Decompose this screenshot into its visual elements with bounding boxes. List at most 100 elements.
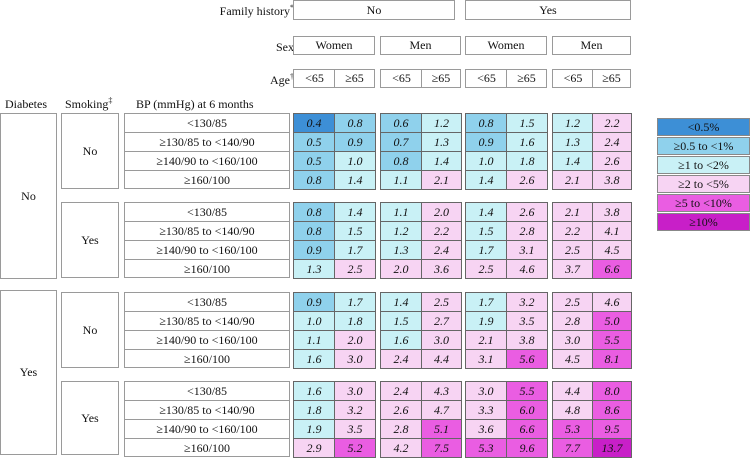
age-header-under-65: <65 (305, 71, 324, 85)
heatmap-cell: 0.8 (293, 202, 335, 222)
age-header-under-65: <65 (477, 71, 496, 85)
legend-item: ≥5 to <10% (657, 194, 750, 212)
heatmap-cell: 1.4 (334, 202, 376, 222)
heatmap-cell: 3.2 (506, 292, 548, 312)
bp-label-group: <130/85 ≥130/85 to <140/90 ≥140/90 to <160… (124, 202, 290, 278)
bp-level-label: ≥140/90 to <160/100 (125, 151, 289, 170)
age-divider (421, 70, 422, 87)
bp-level-label: <130/85 (186, 384, 228, 398)
heatmap-cell: 0.8 (293, 221, 335, 241)
heatmap-cell: 4.5 (552, 349, 593, 369)
heatmap-cell: 1.4 (465, 202, 507, 222)
heatmap-cell: 2.6 (506, 170, 548, 190)
bp-level-label: ≥140/90 to <160/100 (125, 240, 289, 259)
sex-women-header-fh-yes: Women (465, 36, 547, 55)
heatmap-cell: 3.3 (465, 400, 507, 420)
heatmap-cell: 3.0 (421, 330, 462, 350)
heatmap-cell: 2.0 (334, 330, 376, 350)
heatmap-cell: 4.3 (421, 381, 462, 401)
heatmap-cell: 1.8 (334, 311, 376, 331)
heatmap-cell: 5.3 (465, 438, 507, 458)
heatmap-cell: 1.0 (465, 151, 507, 171)
bp-level-label: <130/85 (186, 116, 228, 130)
heatmap-cell: 8.0 (592, 381, 632, 401)
heatmap-cell: 2.5 (334, 259, 376, 279)
heatmap-cell: 0.6 (380, 113, 422, 133)
heatmap-cell: 0.9 (334, 132, 376, 152)
heatmap-cell: 2.2 (592, 113, 632, 133)
smoking-header: Smoking‡ (65, 96, 113, 112)
heatmap-cell: 3.8 (506, 330, 548, 350)
heatmap-cell: 3.6 (465, 419, 507, 439)
heatmap-cell: 4.2 (380, 438, 422, 458)
age-divider (506, 70, 507, 87)
heatmap-cell: 2.2 (552, 221, 593, 241)
heatmap-cell: 0.8 (293, 170, 335, 190)
age-header-65-plus: ≥65 (345, 71, 364, 85)
age-header-under-65: <65 (392, 71, 411, 85)
heatmap-cell: 3.0 (552, 330, 593, 350)
legend-item: <0.5% (657, 118, 750, 136)
bp-level-label: ≥130/85 to <140/90 (125, 221, 289, 240)
heatmap-cell: 1.4 (380, 292, 422, 312)
heatmap-cell: 1.6 (380, 330, 422, 350)
smoking-no-box-diabetes-yes: No (61, 292, 119, 368)
heatmap-cell: 1.1 (380, 202, 422, 222)
legend-item: ≥0.5 to <1% (657, 137, 750, 155)
heatmap-cell: 2.5 (421, 292, 462, 312)
heatmap-cell: 6.0 (506, 400, 548, 420)
heatmap-cell: 5.5 (506, 381, 548, 401)
bp-label-group: <130/85 ≥130/85 to <140/90 ≥140/90 to <160… (124, 381, 290, 457)
heatmap-cell: 5.2 (334, 438, 376, 458)
heatmap-cell: 1.5 (334, 221, 376, 241)
heatmap-cell: 5.0 (592, 311, 632, 331)
heatmap-cell: 3.8 (592, 170, 632, 190)
age-header-group: <65 ≥65 (293, 69, 375, 88)
bp-level-label: <130/85 (186, 205, 228, 219)
heatmap-cell: 1.8 (506, 151, 548, 171)
heatmap-cell: 0.8 (465, 113, 507, 133)
heatmap-cell: 6.6 (592, 259, 632, 279)
heatmap-cell: 2.9 (293, 438, 335, 458)
heatmap-cell: 3.6 (421, 259, 462, 279)
heatmap-cell: 2.5 (552, 240, 593, 260)
heatmap-cell: 1.3 (421, 132, 462, 152)
heatmap-cell: 4.6 (592, 292, 632, 312)
bp-level-label: <130/85 (186, 295, 228, 309)
heatmap-cell: 1.9 (465, 311, 507, 331)
heatmap-cell: 1.7 (334, 240, 376, 260)
heatmap-cell: 2.4 (380, 381, 422, 401)
heatmap-cell: 3.7 (552, 259, 593, 279)
heatmap-cell: 0.9 (293, 240, 335, 260)
heatmap-cell: 3.2 (334, 400, 376, 420)
bp-level-label: ≥130/85 to <140/90 (125, 132, 289, 151)
heatmap-cell: 4.8 (552, 400, 593, 420)
heatmap-cell: 3.0 (334, 381, 376, 401)
heatmap-cell: 2.4 (380, 349, 422, 369)
heatmap-cell: 4.4 (552, 381, 593, 401)
heatmap-cell: 1.2 (421, 113, 462, 133)
heatmap-cell: 2.4 (592, 132, 632, 152)
age-header-65-plus: ≥65 (602, 71, 621, 85)
bp-level-label: ≥160/100 (125, 438, 289, 457)
heatmap-cell: 0.9 (465, 132, 507, 152)
smoking-no-box-diabetes-no: No (61, 113, 119, 189)
heatmap-cell: 4.1 (592, 221, 632, 241)
heatmap-cell: 2.6 (506, 202, 548, 222)
diabetes-header: Diabetes (5, 97, 47, 111)
heatmap-cell: 9.5 (592, 419, 632, 439)
heatmap-cell: 1.4 (334, 170, 376, 190)
heatmap-cell: 3.0 (334, 349, 376, 369)
heatmap-cell: 7.7 (552, 438, 593, 458)
heatmap-cell: 1.3 (380, 240, 422, 260)
heatmap-cell: 1.0 (334, 151, 376, 171)
heatmap-cell: 1.1 (293, 330, 335, 350)
sex-women-header-fh-no: Women (293, 36, 375, 55)
legend-item: ≥10% (657, 213, 750, 231)
heatmap-cell: 5.1 (421, 419, 462, 439)
heatmap-cell: 5.6 (506, 349, 548, 369)
heatmap-cell: 2.8 (380, 419, 422, 439)
age-divider (334, 70, 335, 87)
family-history-yes-header: Yes (465, 0, 631, 20)
heatmap-cell: 0.5 (293, 132, 335, 152)
